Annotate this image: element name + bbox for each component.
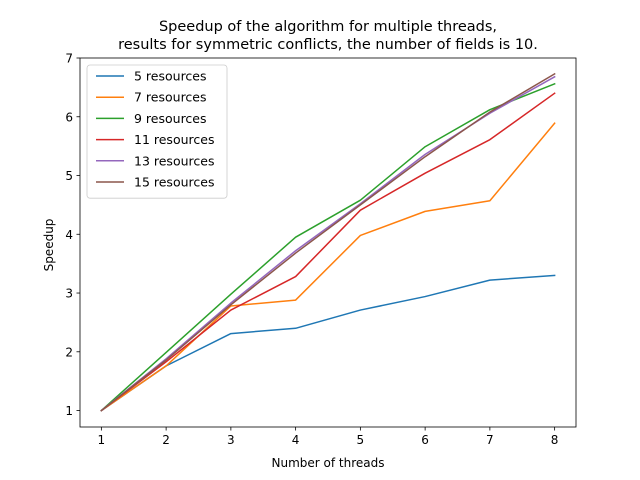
legend-label-4: 11 resources [134,132,214,147]
legend-label-2: 7 resources [134,90,207,105]
series-line-3 [100,82,556,412]
series-line-4 [100,92,556,412]
series-line-6 [100,72,556,412]
legend-label-5: 13 resources [134,153,214,168]
x-tick-label: 1 [98,433,106,447]
y-tick-label: 1 [65,404,73,418]
plot-area: 1 2 3 4 5 6 7 8 1 2 3 4 5 6 7 5 resources 7 resources 9 r… [65,52,577,447]
legend-label-1: 5 resources [134,69,207,84]
x-tick-label: 6 [421,433,429,447]
y-tick-label: 5 [65,169,73,183]
plot-frame [79,57,577,428]
x-tick-label: 5 [357,433,365,447]
x-tick-label: 8 [551,433,559,447]
y-tick-label: 3 [65,287,73,301]
y-tick-label: 7 [65,52,73,66]
y-tick-label: 2 [65,345,73,359]
x-axis-label: Number of threads [272,456,385,470]
x-tick-label: 4 [292,433,300,447]
y-axis-label: Speedup [42,219,56,272]
x-tick-label: 7 [486,433,494,447]
legend: 5 resources 7 resources 9 resources 11 reso… [86,64,228,199]
y-tick-label: 6 [65,110,73,124]
chart-title-line-1: Speedup of the algorithm for multiple th… [159,19,497,35]
chart-title-line-2: results for symmetric conflicts, the num… [118,37,538,53]
legend-label-3: 9 resources [134,111,207,126]
x-tick-label: 3 [227,433,235,447]
y-tick-label: 4 [65,228,73,242]
legend-box [86,64,228,199]
x-tick-label: 2 [162,433,170,447]
series-line-2 [100,122,556,412]
legend-label-6: 15 resources [134,175,214,190]
series-line-1 [100,274,556,412]
